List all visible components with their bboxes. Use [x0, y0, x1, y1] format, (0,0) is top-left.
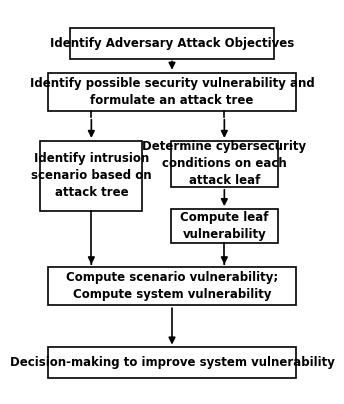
FancyBboxPatch shape: [70, 28, 274, 59]
Text: Determine cybersecurity
conditions on each
attack leaf: Determine cybersecurity conditions on ea…: [142, 140, 307, 187]
Text: Identify possible security vulnerability and
formulate an attack tree: Identify possible security vulnerability…: [30, 77, 314, 107]
Text: Identify intrusion
scenario based on
attack tree: Identify intrusion scenario based on att…: [31, 152, 152, 200]
FancyBboxPatch shape: [47, 73, 297, 111]
FancyBboxPatch shape: [47, 347, 297, 377]
FancyBboxPatch shape: [171, 141, 278, 187]
Text: Decision-making to improve system vulnerability: Decision-making to improve system vulner…: [10, 356, 334, 369]
Text: Identify Adversary Attack Objectives: Identify Adversary Attack Objectives: [50, 37, 294, 50]
FancyBboxPatch shape: [47, 267, 297, 305]
Text: Compute leaf
vulnerability: Compute leaf vulnerability: [180, 211, 269, 241]
Text: Compute scenario vulnerability;
Compute system vulnerability: Compute scenario vulnerability; Compute …: [66, 271, 278, 301]
FancyBboxPatch shape: [41, 141, 142, 211]
FancyBboxPatch shape: [171, 209, 278, 243]
